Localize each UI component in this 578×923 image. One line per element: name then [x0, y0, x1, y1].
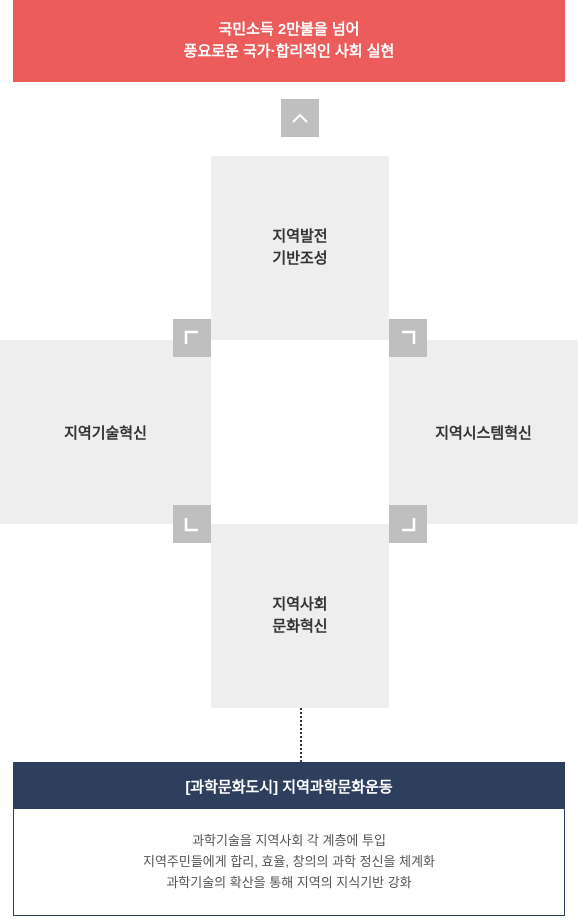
goal-header-line1: 국민소득 2만불을 넘어 — [219, 19, 360, 42]
node-top-line1: 지역발전 — [272, 226, 327, 249]
corner-connector-br — [389, 505, 427, 543]
node-top: 지역발전 기반조성 — [211, 156, 389, 340]
corner-connector-tr — [389, 319, 427, 357]
node-bottom-line2: 문화혁신 — [272, 616, 327, 639]
middle-band: 지역기술혁신 지역시스템혁신 — [0, 340, 578, 524]
chevron-up-icon — [281, 99, 319, 137]
footer-body-line2: 지역주민들에게 합리, 효율, 창의의 과학 정신을 체계화 — [143, 852, 435, 873]
node-right: 지역시스템혁신 — [389, 340, 578, 524]
node-bottom: 지역사회 문화혁신 — [211, 524, 389, 708]
footer-header: [과학문화도시] 지역과학문화운동 — [14, 763, 564, 809]
footer-body-line3: 과학기술의 확산을 통해 지역의 지식기반 강화 — [166, 873, 411, 894]
footer-body: 과학기술을 지역사회 각 계층에 투입 지역주민들에게 합리, 효율, 창의의 … — [14, 809, 564, 915]
node-top-line2: 기반조성 — [272, 248, 327, 271]
goal-header: 국민소득 2만불을 넘어 풍요로운 국가·합리적인 사회 실현 — [13, 0, 565, 82]
goal-header-line2: 풍요로운 국가·합리적인 사회 실현 — [184, 41, 395, 64]
corner-connector-tl — [173, 319, 211, 357]
dotted-connector — [300, 708, 302, 762]
footer-box: [과학문화도시] 지역과학문화운동 과학기술을 지역사회 각 계층에 투입 지역… — [13, 762, 565, 916]
node-bottom-line1: 지역사회 — [272, 594, 327, 617]
corner-connector-bl — [173, 505, 211, 543]
footer-body-line1: 과학기술을 지역사회 각 계층에 투입 — [192, 831, 386, 852]
node-left: 지역기술혁신 — [0, 340, 211, 524]
center-gap — [211, 340, 389, 524]
